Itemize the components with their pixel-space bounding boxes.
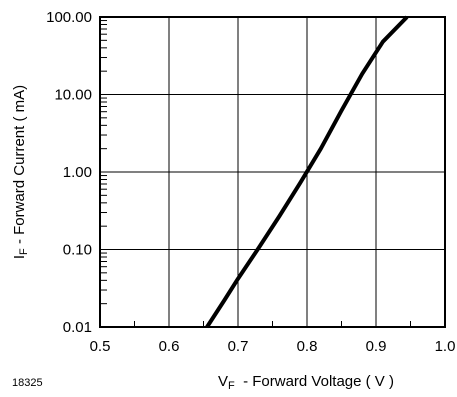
y-tick-label: 10.00 (54, 87, 92, 104)
forward-characteristic-curve (205, 15, 409, 329)
y-tick-label: 0.01 (63, 319, 92, 336)
x-tick-label: 0.8 (297, 338, 318, 355)
grid-layer (100, 17, 445, 327)
y-axis-label-main: I (11, 255, 28, 259)
y-axis-label-rest: - Forward Current ( mA) (11, 85, 28, 248)
x-axis-label-main: V (218, 373, 228, 390)
x-axis-label-sub: F (228, 380, 235, 392)
tick-labels-layer: 0.5 0.6 0.7 0.8 0.9 1.0 0.01 0.10 1.00 10.00 100.0… (46, 9, 455, 355)
y-axis-label-sub: F (18, 248, 30, 255)
figure-id: 18325 (12, 377, 43, 389)
x-axis-label-rest: - Forward Voltage ( V ) (235, 373, 394, 390)
plot-frame (99, 16, 446, 328)
x-tick-label: 0.5 (90, 338, 111, 355)
y-tick-label: 0.10 (63, 242, 92, 259)
x-tick-label: 0.6 (159, 338, 180, 355)
series-layer (205, 15, 409, 329)
y-tick-label: 100.00 (46, 9, 92, 26)
y-tick-label: 1.00 (63, 164, 92, 181)
x-axis-label: VF - Forward Voltage ( V ) (218, 373, 394, 392)
x-tick-label: 0.7 (228, 338, 249, 355)
y-axis-label: IF - Forward Current ( mA) (11, 85, 30, 259)
x-tick-label: 0.9 (366, 338, 387, 355)
x-tick-label: 1.0 (435, 338, 456, 355)
minor-ticks-layer (100, 20, 411, 327)
